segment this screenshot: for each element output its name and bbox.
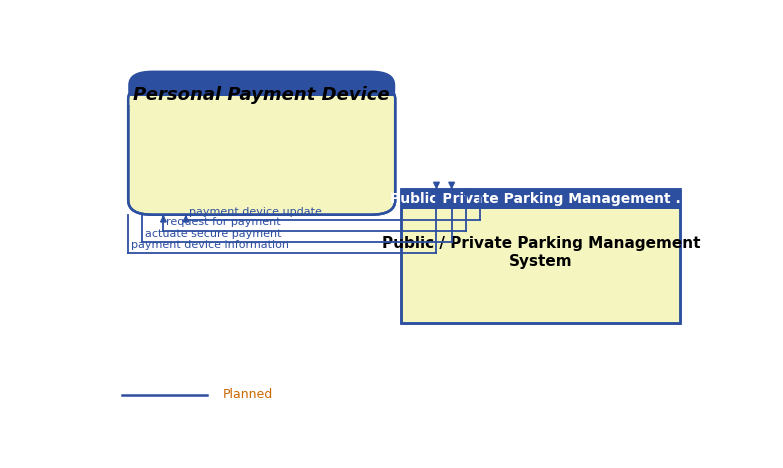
Bar (402, 190, 680, 323)
Text: request for payment: request for payment (167, 217, 281, 227)
FancyBboxPatch shape (128, 71, 395, 105)
Text: actuate secure payment: actuate secure payment (145, 228, 281, 239)
Text: Public / Private Parking Management
System: Public / Private Parking Management Syst… (381, 236, 700, 269)
Text: Personal Payment Device: Personal Payment Device (133, 86, 390, 104)
Text: Public Private Parking Management ...: Public Private Parking Management ... (390, 192, 691, 206)
Text: payment device update: payment device update (189, 206, 322, 217)
Bar (402, 190, 680, 323)
Bar (129, 96, 394, 105)
FancyBboxPatch shape (128, 85, 395, 215)
Bar (402, 190, 680, 209)
Text: Planned: Planned (222, 388, 272, 402)
Text: payment device information: payment device information (132, 240, 289, 249)
